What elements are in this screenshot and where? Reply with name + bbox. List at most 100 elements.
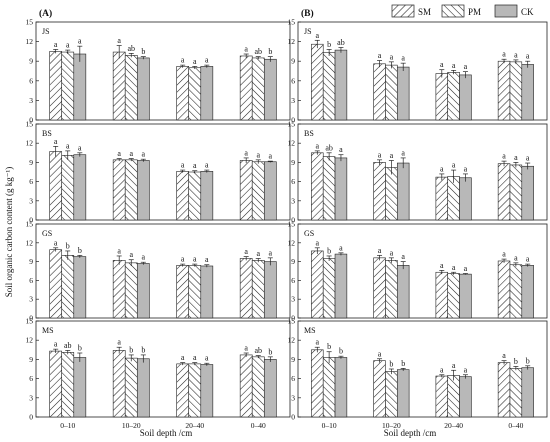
significance-letter: a bbox=[452, 61, 456, 70]
y-tick-label: 6 bbox=[291, 76, 295, 85]
bar-pm bbox=[385, 371, 398, 418]
bar-ck bbox=[396, 66, 410, 121]
significance-letter: a bbox=[54, 340, 58, 349]
significance-letter: b bbox=[268, 347, 272, 356]
significance-letter: a bbox=[316, 31, 320, 40]
significance-letter: b bbox=[66, 241, 70, 250]
significance-letter: a bbox=[526, 154, 530, 163]
bar-pm bbox=[188, 265, 202, 319]
significance-letter: a bbox=[54, 40, 58, 49]
y-tick-label: 9 bbox=[291, 158, 295, 167]
x-tick-label: 20–40 bbox=[185, 421, 204, 430]
y-tick-label: 6 bbox=[29, 276, 33, 285]
bar-sm bbox=[497, 362, 511, 418]
site-label: GS bbox=[304, 229, 314, 238]
site-label: MS bbox=[42, 326, 54, 335]
significance-letter: a bbox=[401, 54, 405, 63]
bar-sm bbox=[435, 375, 449, 418]
bar-ck bbox=[263, 359, 277, 418]
y-tick-label: 15 bbox=[26, 317, 34, 326]
significance-letter: b bbox=[401, 359, 405, 368]
significance-letter: a bbox=[181, 56, 185, 65]
bar-pm bbox=[61, 352, 75, 418]
y-tick-label: 15 bbox=[26, 120, 34, 129]
bar-pm bbox=[188, 171, 202, 221]
bar-sm bbox=[435, 271, 449, 319]
bar-ck bbox=[521, 367, 534, 418]
y-tick-label: 3 bbox=[29, 96, 33, 105]
significance-letter: ab bbox=[64, 341, 72, 350]
significance-letter: a bbox=[401, 252, 405, 261]
bar-ck bbox=[459, 74, 472, 121]
bar-pm bbox=[322, 357, 336, 418]
bar-pm bbox=[188, 67, 202, 121]
panel-frame bbox=[35, 320, 291, 418]
x-tick-label: 20–40 bbox=[444, 421, 463, 430]
bar-ck bbox=[136, 160, 150, 221]
significance-letter: b bbox=[327, 246, 331, 255]
significance-letter: a bbox=[526, 255, 530, 264]
bar-pm bbox=[447, 176, 460, 221]
bar-sm bbox=[49, 249, 63, 319]
significance-letter: a bbox=[78, 37, 82, 46]
y-tick-label: 6 bbox=[29, 177, 33, 186]
significance-letter: a bbox=[193, 353, 197, 362]
bar-pm bbox=[447, 72, 460, 121]
significance-letter: a bbox=[181, 255, 185, 264]
site-label: GS bbox=[42, 229, 52, 238]
y-tick-label: 0 bbox=[29, 314, 33, 323]
bar-sm bbox=[239, 354, 253, 418]
significance-letter: a bbox=[440, 60, 444, 69]
significance-letter: a bbox=[117, 149, 121, 158]
y-tick-label: 15 bbox=[26, 18, 34, 27]
panel-frame bbox=[35, 123, 291, 221]
bar-ck bbox=[73, 256, 87, 319]
bar-sm bbox=[112, 51, 126, 121]
y-tick-label: 3 bbox=[291, 96, 295, 105]
significance-letter: a bbox=[452, 161, 456, 170]
bar-sm bbox=[176, 265, 190, 319]
bar-sm bbox=[239, 55, 253, 121]
bar-pm bbox=[61, 51, 75, 121]
significance-letter: a bbox=[390, 52, 394, 61]
significance-letter: a bbox=[502, 50, 506, 59]
panel-frame bbox=[297, 123, 548, 221]
y-tick-label: 12 bbox=[26, 238, 34, 247]
y-tick-label: 9 bbox=[29, 257, 33, 266]
significance-letter: a bbox=[514, 153, 518, 162]
significance-letter: ab bbox=[254, 346, 262, 355]
bar-ck bbox=[459, 376, 472, 418]
significance-letter: a bbox=[117, 36, 121, 45]
significance-letter: a bbox=[440, 365, 444, 374]
y-tick-label: 12 bbox=[26, 37, 34, 46]
legend-swatch-pm bbox=[441, 4, 465, 18]
significance-letter: a bbox=[142, 150, 146, 159]
y-tick-label: 3 bbox=[29, 196, 33, 205]
bar-ck bbox=[73, 53, 87, 121]
x-tick-label: 0–10 bbox=[60, 421, 75, 430]
significance-letter: a bbox=[205, 354, 209, 363]
y-tick-label: 12 bbox=[288, 336, 296, 345]
significance-letter: ab bbox=[127, 44, 135, 53]
y-tick-label: 3 bbox=[291, 196, 295, 205]
bar-sm bbox=[112, 260, 126, 319]
significance-letter: b bbox=[339, 347, 343, 356]
significance-letter: b bbox=[129, 345, 133, 354]
bar-sm bbox=[373, 162, 386, 221]
bar-ck bbox=[396, 162, 410, 221]
legend-swatch-sm bbox=[391, 4, 415, 18]
bar-pm bbox=[447, 273, 460, 319]
bar-pm bbox=[385, 64, 398, 121]
bar-ck bbox=[200, 364, 214, 418]
bar-pm bbox=[509, 61, 523, 121]
significance-letter: a bbox=[514, 253, 518, 262]
significance-letter: b bbox=[526, 356, 530, 365]
y-tick-label: 15 bbox=[288, 18, 296, 27]
bar-sm bbox=[497, 260, 511, 319]
bar-ck bbox=[73, 357, 87, 418]
panel-frame bbox=[297, 223, 548, 319]
x-axis-title-left: Soil depth /cm bbox=[140, 428, 193, 438]
